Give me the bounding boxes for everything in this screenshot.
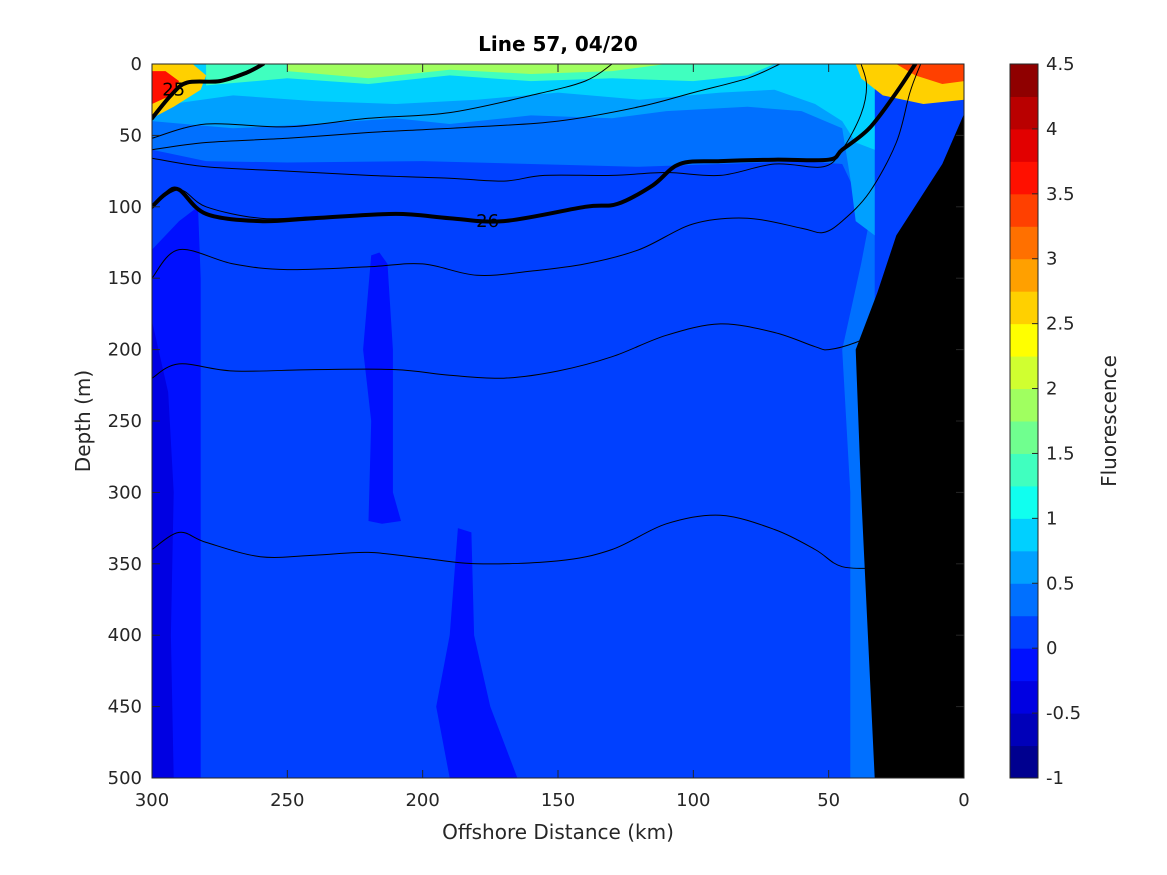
colorbar-swatch-10 bbox=[1010, 453, 1038, 487]
x-tick-label: 0 bbox=[958, 790, 969, 811]
colorbar-tick-label: 1.5 bbox=[1046, 443, 1075, 464]
fill-region-deep-band bbox=[152, 64, 875, 778]
colorbar-swatch-20 bbox=[1010, 128, 1038, 162]
plot-background bbox=[152, 64, 964, 778]
colorbar-tick-label: 0.5 bbox=[1046, 573, 1075, 594]
y-tick-label: 300 bbox=[108, 482, 142, 503]
colorbar-tick-label: -0.5 bbox=[1046, 703, 1081, 724]
y-tick-label: 50 bbox=[119, 125, 142, 146]
x-tick-label: 300 bbox=[135, 790, 169, 811]
colorbar-swatch-11 bbox=[1010, 421, 1038, 454]
y-tick-label: 400 bbox=[108, 625, 142, 646]
colorbar-swatch-17 bbox=[1010, 226, 1038, 260]
isopycnal-line-8 bbox=[152, 323, 897, 379]
x-tick-label: 100 bbox=[676, 790, 710, 811]
y-tick-label: 150 bbox=[108, 268, 142, 289]
colorbar-tick-label: 3.5 bbox=[1046, 184, 1075, 205]
x-tick-label: 50 bbox=[817, 790, 840, 811]
colorbar-label: Fluorescence bbox=[1097, 355, 1121, 487]
isopycnal-line-3 bbox=[152, 64, 613, 139]
y-axis-label: Depth (m) bbox=[71, 370, 95, 472]
colorbar-tick-label: 1 bbox=[1046, 508, 1057, 529]
y-tick-label: 200 bbox=[108, 340, 142, 361]
colorbar: -1 -0.5 0 0.5 1 1.5 2 2.5 3 3.5 4 4.5 bbox=[1009, 54, 1081, 789]
fill-region-upper-band bbox=[152, 64, 875, 150]
isopycnal-line-2 bbox=[152, 64, 918, 224]
colorbar-swatch-4 bbox=[1010, 648, 1038, 682]
fill-region-green-band bbox=[287, 64, 667, 79]
fill-region-mid-band bbox=[152, 64, 875, 236]
y-tick-label: 500 bbox=[108, 768, 142, 789]
fluorescence-fill-layer bbox=[152, 64, 964, 778]
shelf-bathymetry bbox=[855, 114, 964, 778]
colorbar-tick-label: -1 bbox=[1046, 768, 1064, 789]
x-tick-label: 200 bbox=[405, 790, 439, 811]
colorbar-swatch-3 bbox=[1010, 680, 1038, 714]
y-tick-label: 0 bbox=[131, 54, 142, 75]
fill-region-west-lower bbox=[152, 321, 174, 778]
colorbar-swatch-14 bbox=[1010, 323, 1038, 357]
colorbar-swatch-18 bbox=[1010, 193, 1038, 227]
isopycnal-label: 26 bbox=[476, 211, 499, 232]
x-axis-label: Offshore Distance (km) bbox=[442, 820, 674, 844]
isopycnal-line-1 bbox=[152, 64, 265, 121]
y-tick-label: 450 bbox=[108, 697, 142, 718]
colorbar-swatch-13 bbox=[1010, 356, 1038, 390]
colorbar-swatch-9 bbox=[1010, 485, 1038, 519]
isopycnal-line-5 bbox=[152, 64, 868, 182]
colorbar-tick-label: 4.5 bbox=[1046, 54, 1075, 75]
colorbar-swatch-22 bbox=[1010, 64, 1038, 97]
colorbar-swatch-7 bbox=[1010, 550, 1038, 584]
isopycnal-line-7 bbox=[152, 64, 922, 279]
colorbar-swatch-2 bbox=[1010, 713, 1038, 747]
colorbar-tick-label: 2 bbox=[1046, 379, 1057, 400]
y-tick-label: 350 bbox=[108, 554, 142, 575]
colorbar-swatch-15 bbox=[1010, 291, 1038, 325]
colorbar-tick-label: 2.5 bbox=[1046, 314, 1075, 335]
colorbar-swatch-12 bbox=[1010, 388, 1038, 422]
y-tick-label: 250 bbox=[108, 411, 142, 432]
fill-region-column-low-1 bbox=[363, 252, 401, 524]
fill-region-offshore-core bbox=[152, 71, 180, 104]
isopycnal-label-layer: 25 26 bbox=[162, 80, 499, 232]
isopycnal-layer bbox=[152, 64, 922, 569]
x-tick-label: 250 bbox=[270, 790, 304, 811]
y-axis-ticks: 0 50 100 150 200 250 300 350 400 450 500 bbox=[108, 54, 964, 789]
y-tick-label: 100 bbox=[108, 197, 142, 218]
chart-title: Line 57, 04/20 bbox=[478, 32, 638, 56]
isopycnal-label: 25 bbox=[162, 80, 185, 101]
colorbar-swatch-21 bbox=[1010, 96, 1038, 130]
isopycnal-line-9 bbox=[152, 514, 884, 569]
x-axis-ticks: 300 250 200 150 100 50 0 bbox=[135, 64, 970, 811]
shelf-bathymetry-layer bbox=[855, 114, 964, 778]
colorbar-swatch-5 bbox=[1010, 615, 1038, 649]
colorbar-swatch-1 bbox=[1010, 745, 1038, 779]
colorbar-swatch-19 bbox=[1010, 161, 1038, 195]
colorbar-swatch-8 bbox=[1010, 518, 1038, 552]
x-tick-label: 150 bbox=[541, 790, 575, 811]
colorbar-tick-label: 4 bbox=[1046, 119, 1057, 140]
colorbar-tick-label: 0 bbox=[1046, 638, 1057, 659]
colorbar-tick-label: 3 bbox=[1046, 249, 1057, 270]
colorbar-swatch-16 bbox=[1010, 258, 1038, 292]
isopycnal-line-6 bbox=[152, 189, 397, 220]
fill-region-column-low-2 bbox=[436, 528, 518, 778]
colorbar-frame bbox=[1009, 63, 1039, 779]
colorbar-swatch-6 bbox=[1010, 583, 1038, 617]
isopycnal-line-4 bbox=[152, 64, 781, 151]
